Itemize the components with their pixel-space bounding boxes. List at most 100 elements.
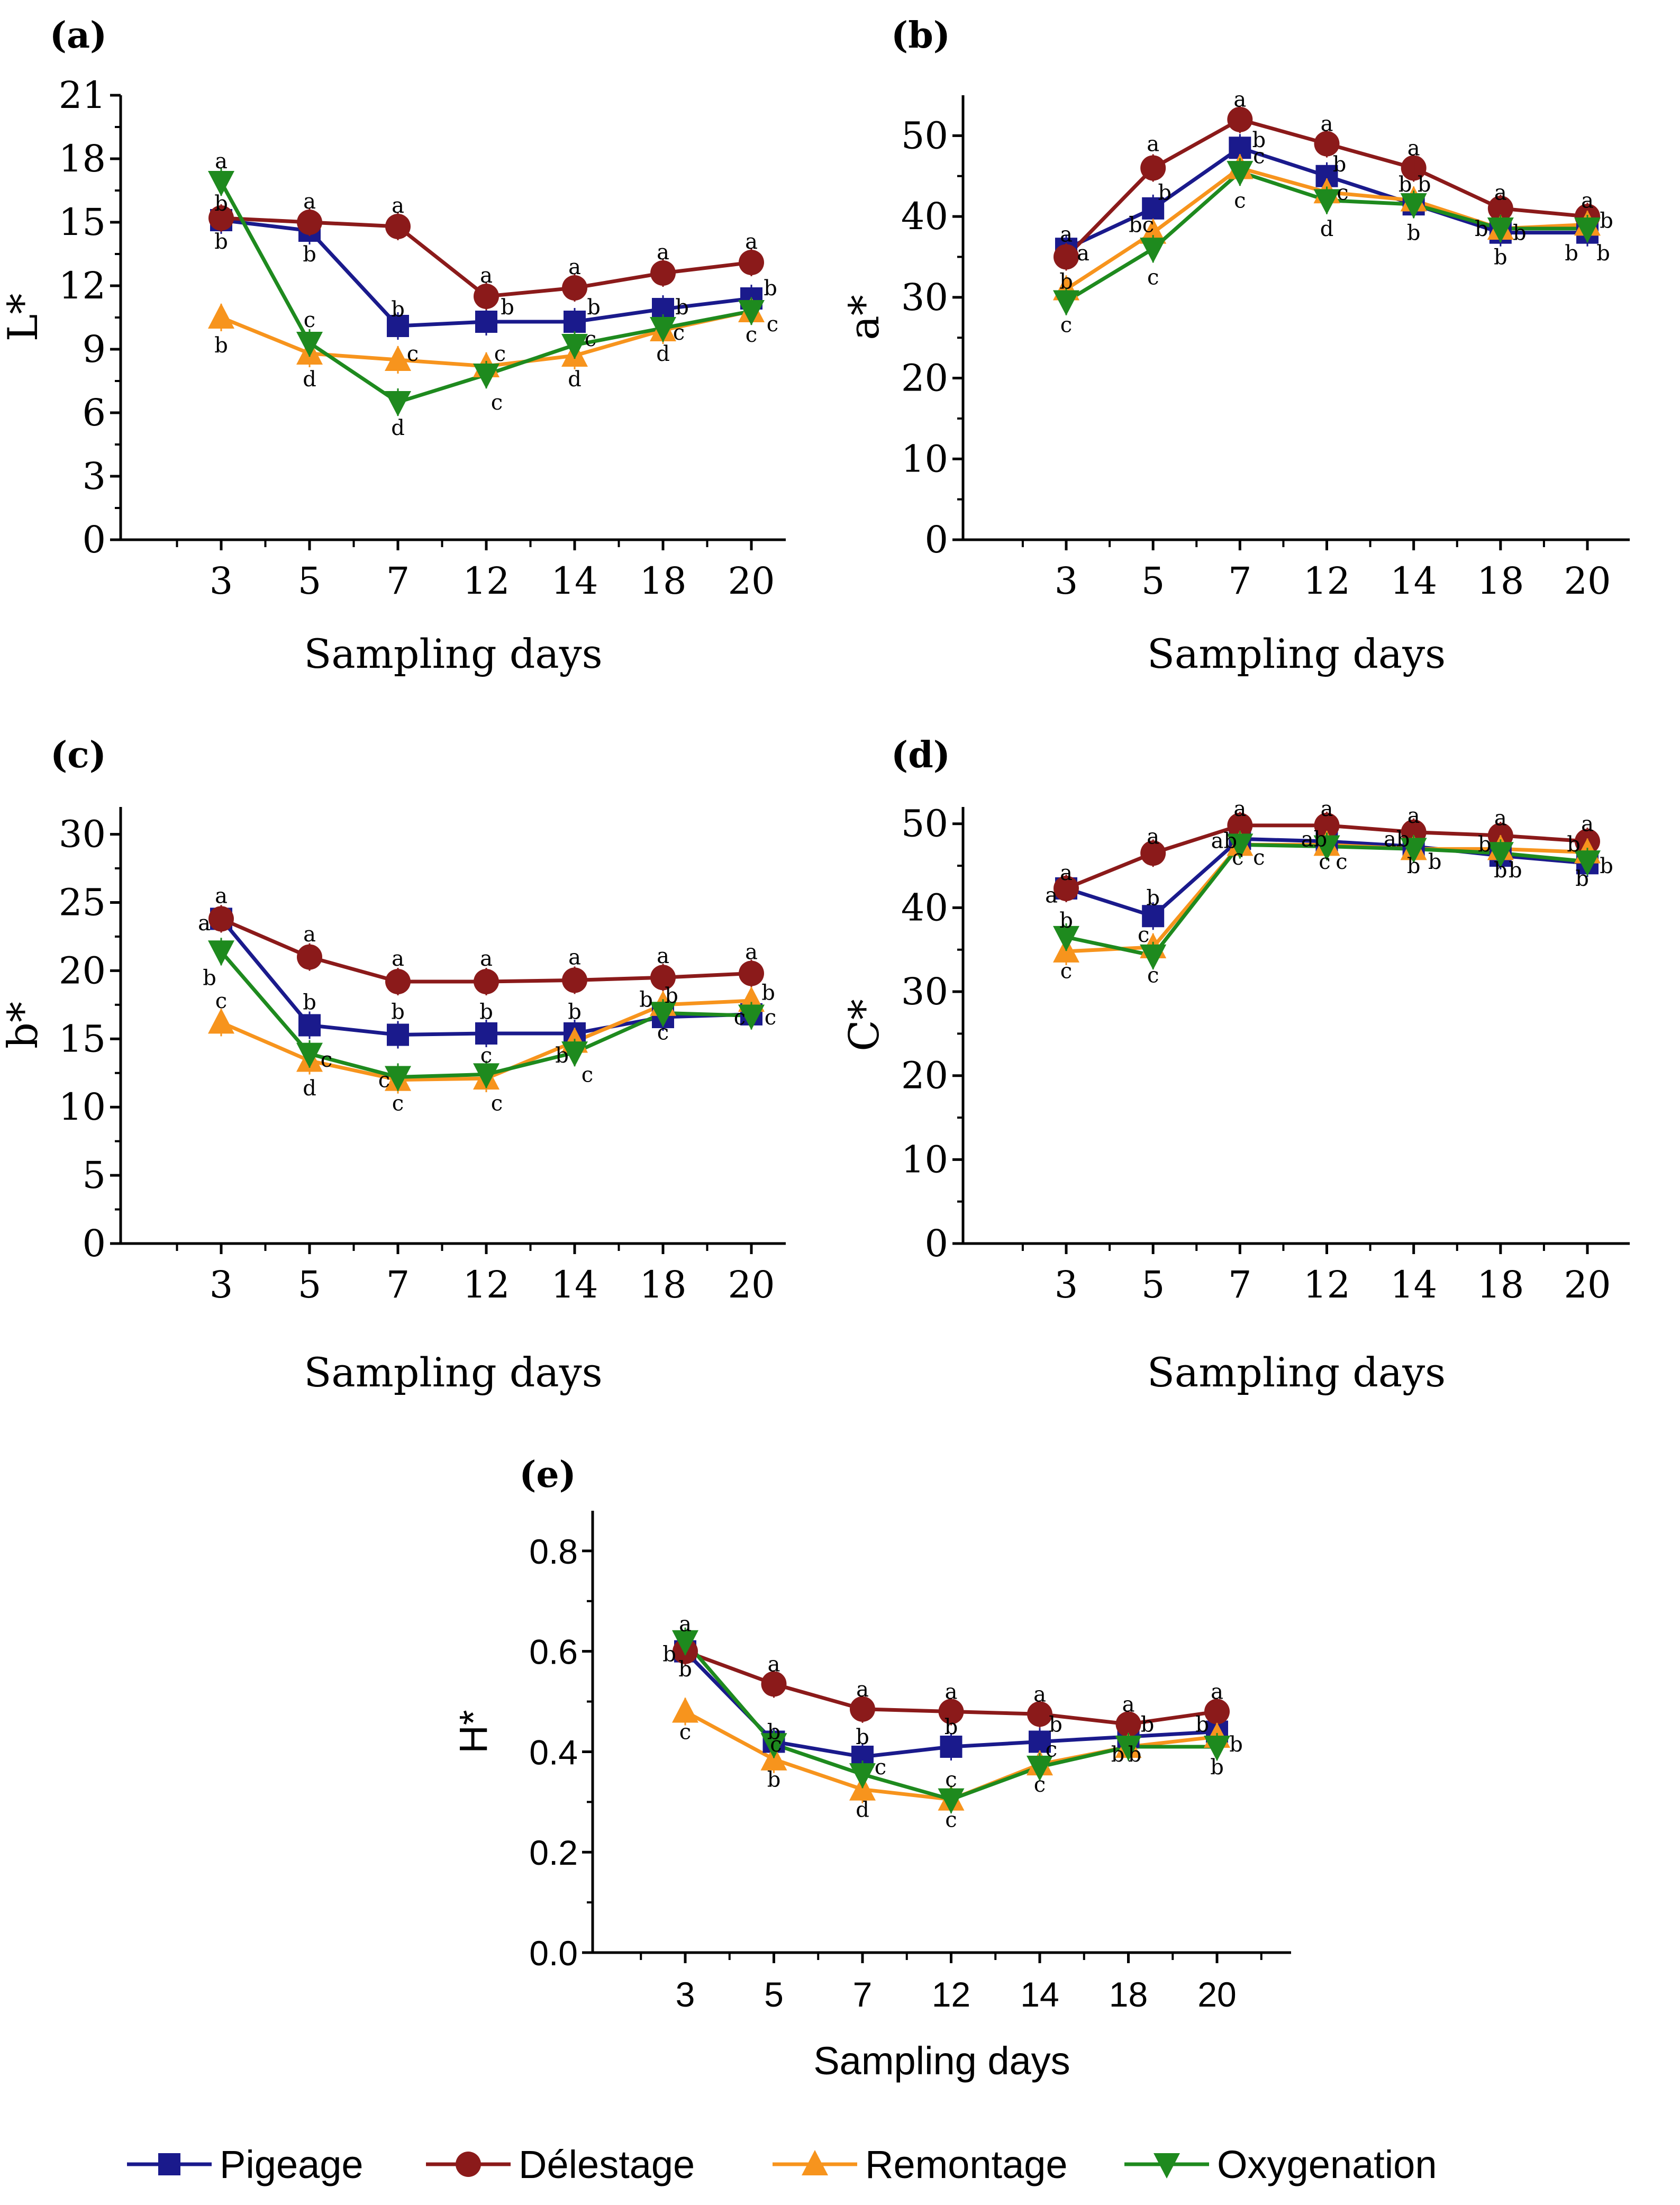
significance-letter: c: [657, 1020, 669, 1045]
significance-letter: b: [678, 1657, 692, 1682]
significance-letter: b: [1509, 858, 1522, 883]
significance-letter: b: [1333, 152, 1347, 177]
y-tick-label: 9: [82, 328, 106, 371]
y-tick-label: 18: [59, 137, 106, 180]
legend-label: Pigeage: [220, 2143, 364, 2186]
panel-tag: (c): [50, 734, 106, 776]
marker-remontage: [802, 2150, 828, 2175]
significance-letter: a: [1321, 112, 1333, 136]
panel-tag: (e): [519, 1454, 576, 1496]
x-tick-label: 12: [1303, 1263, 1350, 1306]
significance-letter: c: [1319, 850, 1330, 874]
x-tick-label: 3: [676, 1975, 695, 2014]
significance-letter: c: [770, 1732, 782, 1757]
significance-letter: c: [1253, 846, 1265, 870]
significance-letter: a: [568, 946, 581, 970]
legend-item-oxygenation: Oxygenation: [1124, 2143, 1437, 2186]
y-tick-label: 40: [901, 195, 948, 238]
significance-letter: b: [1059, 269, 1073, 294]
x-tick-label: 3: [1055, 1263, 1078, 1306]
significance-letter: a: [568, 255, 581, 279]
significance-letter: a: [1321, 797, 1333, 821]
significance-letter: b: [1158, 180, 1172, 205]
significance-letter: a: [1060, 861, 1073, 885]
significance-letter: a: [1077, 241, 1089, 266]
x-tick-label: 14: [1390, 559, 1437, 603]
significance-letter: c: [945, 1768, 957, 1792]
significance-letter: b: [764, 276, 777, 301]
significance-letter: b: [1494, 245, 1508, 269]
x-tick-label: 3: [210, 559, 233, 603]
y-tick-label: 10: [901, 1138, 948, 1181]
significance-letter: b: [214, 230, 228, 254]
significance-letter: b: [587, 295, 601, 320]
x-axis-title: Sampling days: [1147, 630, 1446, 677]
significance-letter: b: [1407, 221, 1421, 246]
significance-letter: b: [1111, 1743, 1125, 1767]
significance-letter: b: [568, 1000, 582, 1024]
significance-letter: c: [1336, 850, 1347, 874]
significance-letter: a: [856, 1677, 869, 1702]
significance-letter: b: [1059, 909, 1073, 933]
x-tick-label: 3: [1055, 559, 1078, 603]
y-tick-label: 0: [82, 518, 106, 561]
y-tick-label: 50: [901, 802, 948, 846]
significance-letter: b: [303, 991, 316, 1015]
significance-letter: b: [1399, 173, 1412, 197]
significance-letter: b: [1229, 1732, 1243, 1757]
y-axis-title: C*: [841, 999, 888, 1051]
y-tick-label: 10: [59, 1085, 106, 1129]
significance-letter: b: [856, 1725, 869, 1749]
legend-label: Délestage: [519, 2143, 695, 2186]
x-tick-label: 5: [1141, 559, 1165, 603]
x-tick-label: 20: [1564, 1263, 1611, 1306]
significance-letter: b: [1567, 832, 1581, 857]
significance-letter: c: [215, 989, 227, 1013]
significance-letter: b: [1600, 854, 1613, 878]
significance-letter: b: [1478, 832, 1492, 857]
x-tick-label: 5: [298, 1263, 322, 1306]
marker-oxygenation: [1154, 2153, 1180, 2179]
y-axis-title: a*: [841, 295, 888, 340]
x-tick-label: 20: [728, 1263, 775, 1306]
significance-letter: b: [214, 333, 228, 358]
x-tick-label: 20: [1564, 559, 1611, 603]
significance-letter: a: [215, 149, 228, 174]
significance-letter: a: [215, 884, 228, 909]
significance-letter: b: [555, 1043, 569, 1068]
significance-letter: c: [1060, 313, 1072, 338]
significance-letter: b: [1141, 1712, 1155, 1737]
significance-letter: c: [673, 321, 685, 345]
significance-letter: c: [945, 1808, 957, 1832]
significance-letter: c: [1060, 959, 1072, 983]
significance-letter: b: [214, 192, 228, 216]
significance-letter: c: [765, 1005, 776, 1030]
significance-letter: c: [1046, 1738, 1057, 1762]
x-tick-label: 3: [210, 1263, 233, 1306]
significance-letter: a: [480, 264, 493, 288]
x-tick-label: 18: [639, 1263, 686, 1306]
significance-letter: a: [1045, 884, 1058, 908]
y-tick-label: 0: [924, 1222, 948, 1265]
significance-letter: ab: [1384, 827, 1410, 851]
significance-letter: b: [1475, 217, 1488, 241]
y-tick-label: 50: [901, 114, 948, 157]
significance-letter: b: [1600, 209, 1613, 233]
significance-letter: d: [568, 367, 582, 392]
significance-letter: a: [945, 1680, 958, 1704]
significance-letter: b: [1128, 1743, 1142, 1767]
significance-letter: ab: [1301, 827, 1327, 851]
y-tick-label: 0.4: [529, 1732, 578, 1772]
significance-letter: b: [1428, 850, 1442, 874]
y-tick-label: 40: [901, 886, 948, 929]
x-tick-label: 14: [1020, 1975, 1059, 2014]
x-tick-label: 12: [1303, 559, 1350, 603]
panel-tag: (b): [891, 14, 950, 57]
significance-letter: d: [656, 342, 670, 366]
significance-letter: c: [1034, 1773, 1046, 1797]
y-axis-title: b*: [0, 1002, 47, 1049]
y-tick-label: 0.6: [529, 1632, 578, 1672]
x-tick-label: 7: [386, 559, 410, 603]
